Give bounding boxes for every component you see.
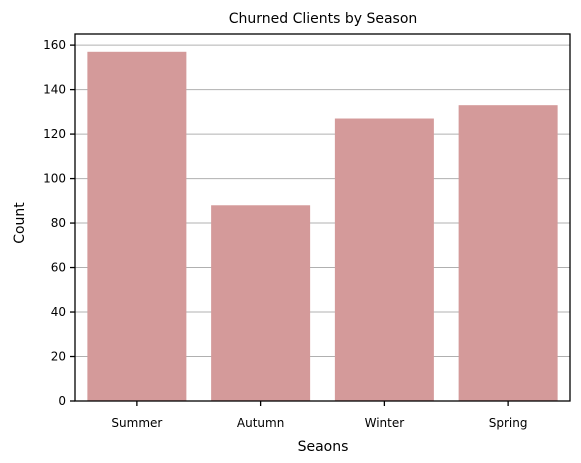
bar-autumn [211,205,311,401]
bar-winter [334,118,434,401]
y-tick-label: 140 [43,83,66,97]
y-tick-label: 100 [43,172,66,186]
chart-title: Churned Clients by Season [229,11,418,27]
x-axis: Summer Autumn Winter Spring [111,401,527,430]
y-tick-label: 20 [51,350,66,364]
x-tick-label: Winter [365,416,405,430]
y-tick-label: 160 [43,38,66,52]
bar-spring [458,105,558,402]
x-tick-label: Autumn [237,416,284,430]
y-axis-label: Count [12,202,28,244]
y-tick-label: 0 [58,394,66,408]
y-tick-label: 60 [51,261,66,275]
y-tick-label: 120 [43,127,66,141]
x-axis-label: Seaons [298,439,349,455]
x-tick-label: Spring [489,416,528,430]
x-tick-label: Summer [111,416,162,430]
y-tick-label: 80 [51,216,66,230]
plot-frame [74,33,571,402]
bar-summer [87,51,187,401]
y-axis: 0 20 40 60 80 100 120 140 160 [43,38,75,408]
bars [87,51,558,402]
y-tick-label: 40 [51,305,66,319]
